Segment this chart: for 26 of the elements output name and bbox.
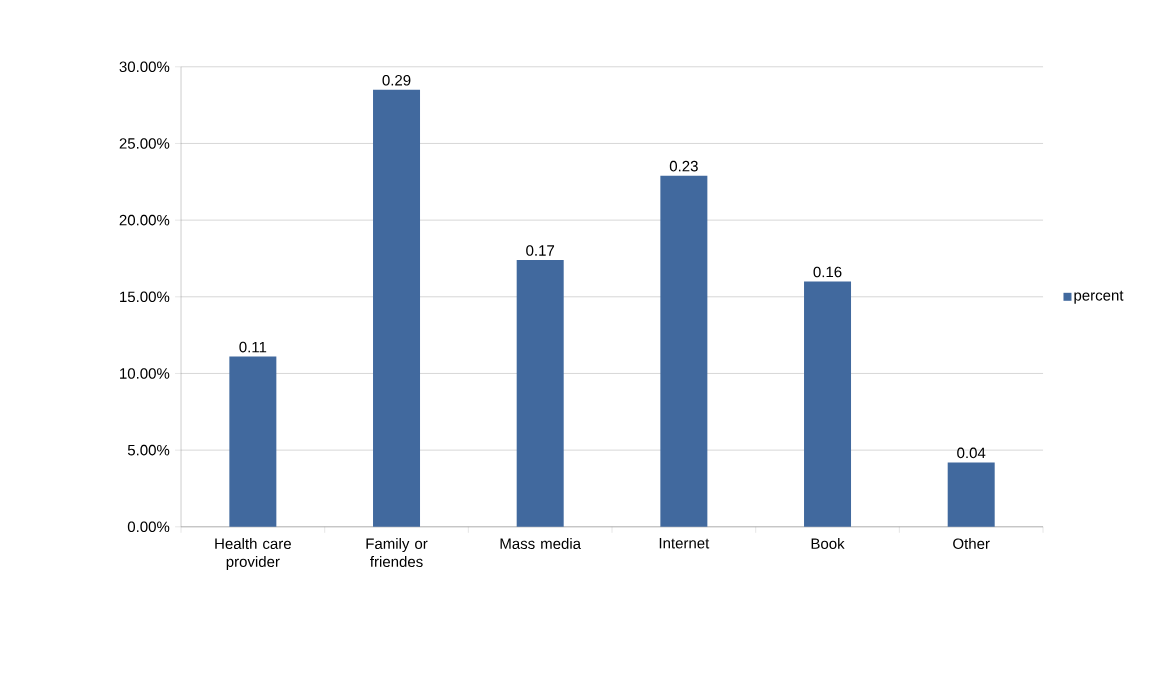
x-tick-label: Health care provider [215, 538, 291, 570]
data-label: 0.17 [526, 245, 555, 256]
x-tick-label: Other [953, 538, 990, 550]
data-label: 0.04 [957, 447, 986, 459]
y-tick-label: 20.00% [119, 214, 170, 226]
bar [516, 260, 564, 527]
bar [660, 175, 708, 527]
y-tick-label: 30.00% [119, 61, 170, 73]
bar [373, 89, 421, 527]
x-tick-label: Internet [659, 538, 710, 549]
data-label: 0.23 [669, 160, 698, 172]
bar [229, 356, 277, 527]
y-tick-label: 15.00% [120, 291, 170, 303]
bar [804, 281, 852, 527]
legend-label: percent [1074, 290, 1124, 304]
data-label: 0.11 [239, 341, 267, 353]
x-tick-label: Mass media [500, 538, 582, 550]
bar [947, 462, 995, 527]
y-tick-label: 0.00% [127, 521, 170, 533]
y-tick-label: 10.00% [120, 368, 170, 379]
data-label: 0.29 [382, 74, 411, 86]
y-tick-label: 5.00% [127, 444, 170, 456]
data-label: 0.16 [813, 266, 842, 278]
x-tick-label: Book [811, 538, 845, 550]
x-tick-label: Family or friendes [366, 538, 428, 568]
y-tick-label: 25.00% [119, 138, 170, 149]
